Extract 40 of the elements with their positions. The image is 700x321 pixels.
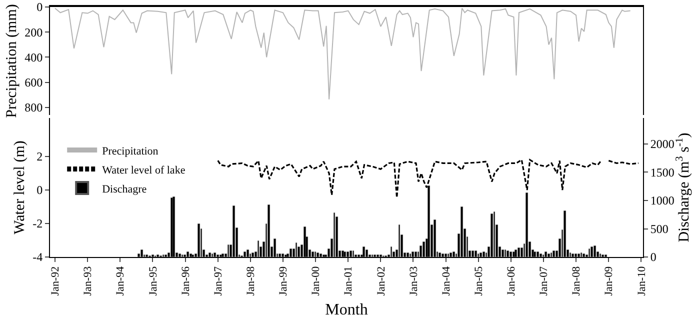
y2-tick-label: 1000 — [650, 194, 674, 208]
x-tick-label: Jan-03 — [408, 266, 420, 296]
x-tick-label: Jan-02 — [375, 266, 388, 296]
y-tick-label: -2 — [32, 216, 43, 231]
y-tick-label: 200 — [24, 25, 43, 40]
x-tick-label: Jan-92 — [50, 266, 62, 296]
y-tick-label: 400 — [24, 50, 43, 64]
x-tick-label: Jan-94 — [114, 266, 127, 296]
y-tick-label: 800 — [24, 100, 43, 115]
y-tick-label: 0 — [36, 183, 43, 198]
x-tick-label: Jan-98 — [245, 266, 258, 296]
legend-label: Water level of lake — [102, 164, 186, 176]
x-tick-label: Jan-97 — [212, 266, 224, 296]
x-tick-label: Jan-08 — [570, 266, 583, 296]
y-tick-label: 2 — [36, 150, 43, 164]
x-tick-label: Jan-04 — [440, 266, 452, 296]
y-axis-title: Precipitation (mm) — [4, 4, 20, 118]
legend-label: Dischagre — [102, 183, 147, 196]
y2-tick-label: 2000 — [650, 137, 674, 152]
x-tick-label: Jan-01 — [342, 266, 355, 296]
legend-label: Precipitation — [102, 145, 159, 158]
y2-tick-label: 500 — [650, 222, 668, 236]
y2-tick-label: 1500 — [650, 165, 674, 180]
y-tick-label: -4 — [32, 250, 43, 264]
line-series — [54, 8, 631, 100]
y-tick-label: 0 — [36, 0, 43, 14]
x-tick-label: Jan-10 — [636, 266, 648, 296]
y2-tick-label: 0 — [650, 250, 656, 264]
x-tick-label: Jan-05 — [472, 266, 485, 296]
y-axis-title: Water level (m) — [12, 140, 28, 234]
x-tick-label: Jan-07 — [538, 266, 550, 296]
x-tick-label: Jan-99 — [278, 266, 290, 296]
x-tick-label: Jan-95 — [147, 266, 160, 296]
x-tick-label: Jan-93 — [82, 266, 94, 296]
x-axis-title: Month — [325, 301, 368, 318]
y-tick-label: 600 — [24, 76, 43, 90]
x-tick-label: Jan-06 — [506, 266, 518, 296]
x-tick-label: Jan-00 — [310, 266, 322, 296]
x-tick-label: Jan-09 — [603, 266, 616, 296]
x-tick-label: Jan-96 — [180, 266, 192, 296]
